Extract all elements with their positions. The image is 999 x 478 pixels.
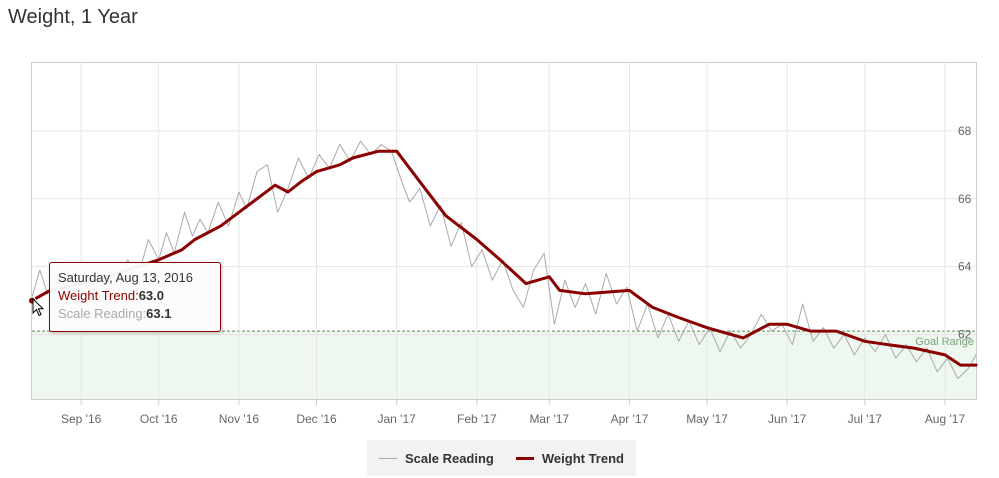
x-tick-label: Jul '17 [848,412,883,426]
goal-range-band [32,331,976,399]
tooltip-date: Saturday, Aug 13, 2016 [58,270,193,285]
x-tick-label: Dec '16 [296,412,337,426]
tooltip-scale-label: Scale Reading: [58,306,147,321]
tooltip: Saturday, Aug 13, 2016 Weight Trend:63.0… [49,262,221,332]
scale-reading-line [31,140,977,380]
tooltip-trend-row: Weight Trend:63.0 [58,287,220,305]
y-tick-label: 64 [958,260,972,274]
series-layer [30,140,978,380]
chart-title: Weight, 1 Year [8,6,138,28]
grid [32,63,976,399]
legend-item-scale-reading[interactable]: Scale Reading [379,451,494,466]
x-tick-label: Aug '17 [925,412,966,426]
x-tick-label: Mar '17 [529,412,569,426]
tooltip-trend-label: Weight Trend: [58,288,139,303]
x-tick-label: Apr '17 [611,412,649,426]
legend-label-scale-reading: Scale Reading [405,450,494,466]
y-axis: 62 64 66 68 [958,124,972,342]
x-tick-label: Jun '17 [768,412,807,426]
x-tick-label: Sep '16 [61,412,102,426]
weight-trend-line [30,149,978,367]
x-tick-label: May '17 [686,412,728,426]
legend-label-weight-trend: Weight Trend [541,450,624,466]
mouse-pointer-icon [32,298,45,317]
tooltip-trend-value: 63.0 [138,288,165,303]
x-tick-label: Nov '16 [219,412,260,426]
x-tick-label: Feb '17 [457,412,497,426]
tooltip-scale-row: Scale Reading:63.1 [58,305,220,323]
x-tick-label: Oct '16 [140,412,178,426]
y-tick-label: 62 [958,328,972,342]
legend: Scale Reading Weight Trend [367,440,636,476]
scale-reading-swatch [379,457,397,459]
weight-trend-swatch [515,456,534,460]
plot-border [31,62,977,400]
x-tick-label: Jan '17 [378,412,417,426]
tooltip-scale-value: 63.1 [146,306,172,321]
y-tick-label: 68 [958,124,972,138]
legend-item-weight-trend[interactable]: Weight Trend [515,450,624,466]
x-axis: Sep '16 Oct '16 Nov '16 Dec '16 Jan '17 Feb '… [61,399,965,426]
y-tick-label: 66 [958,192,972,206]
